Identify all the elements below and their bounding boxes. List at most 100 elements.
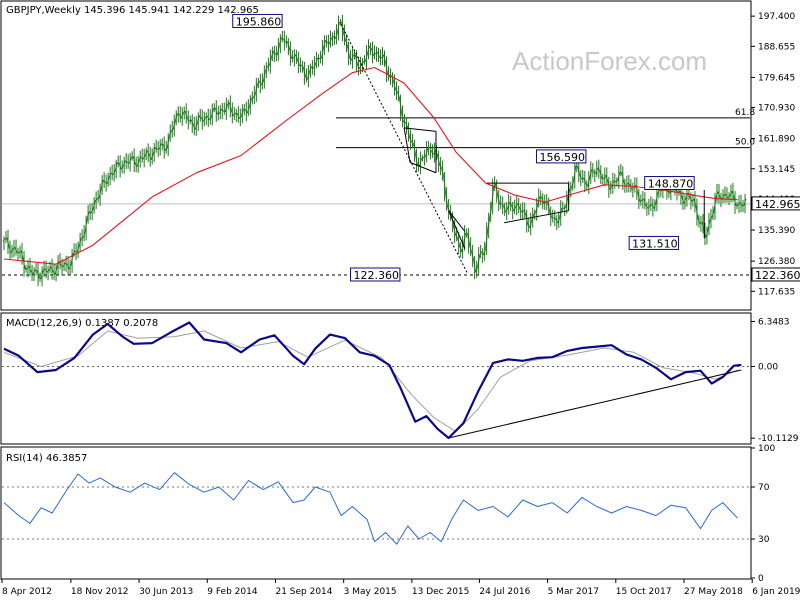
x-tick-label: 9 Feb 2014: [207, 587, 258, 597]
candle-body: [224, 104, 228, 112]
candle-body: [6, 237, 10, 247]
candle-body: [164, 147, 168, 152]
candle-body: [148, 154, 152, 160]
candle-body: [683, 198, 687, 204]
candle-body: [308, 66, 312, 73]
candle-body: [515, 203, 519, 208]
candle-body: [535, 204, 539, 213]
candle-body: [96, 197, 100, 200]
candle-body: [154, 146, 158, 150]
candle-body: [254, 84, 258, 95]
candle-body: [655, 192, 659, 204]
candle-body: [741, 204, 745, 207]
candle-body: [228, 102, 232, 111]
candle-body: [98, 188, 102, 199]
candle-body: [270, 51, 274, 58]
candle-body: [405, 122, 409, 128]
candle-body: [503, 205, 507, 213]
candle-body: [238, 116, 242, 119]
rsi-line: [3, 472, 738, 545]
candle-body: [196, 115, 200, 124]
candle-body: [471, 252, 475, 260]
candle-body: [485, 230, 489, 249]
candle-body: [507, 202, 511, 209]
candle-body: [206, 115, 210, 121]
candle-body: [218, 108, 222, 114]
candle-body: [697, 218, 701, 224]
candle-body: [437, 155, 441, 166]
candle-body: [411, 141, 414, 145]
candle-body: [385, 61, 389, 75]
candle-body: [613, 180, 617, 183]
macd-header: MACD(12,26,9) 0.1387 0.2078: [6, 318, 158, 329]
candle-body: [601, 177, 604, 180]
candle-body: [68, 264, 72, 270]
candle-body: [236, 113, 240, 119]
candle-body: [511, 205, 515, 212]
candle-body: [399, 98, 403, 113]
candle-body: [455, 234, 459, 239]
candle-body: [653, 203, 657, 209]
candle-body: [477, 255, 481, 267]
candle-body: [192, 124, 196, 130]
candle-body: [40, 270, 44, 279]
candle-body: [365, 53, 368, 62]
candle-body: [344, 39, 348, 46]
candle-body: [72, 250, 76, 254]
moving-average-line: [3, 66, 738, 265]
candle-body: [272, 50, 276, 55]
price-plot: 197.400 188.655 179.645 170.930 161.890 153.1…: [2, 12, 800, 297]
candle-body: [357, 64, 360, 70]
candle-body: [571, 180, 575, 188]
candle-body: [617, 172, 621, 181]
candle-body: [288, 48, 292, 59]
candle-body: [421, 157, 424, 159]
candle-body: [541, 197, 545, 204]
x-tick-label: 15 Oct 2017: [616, 587, 672, 597]
candle-body: [44, 268, 48, 273]
wedge-top-line: [448, 210, 466, 232]
candle-body: [523, 209, 527, 214]
macd-line: [3, 321, 742, 440]
rsi-header: RSI(14) 46.3857: [6, 453, 87, 464]
candle-body: [220, 108, 224, 112]
candle-body: [409, 137, 413, 142]
candle-body: [423, 156, 426, 159]
candle-body: [739, 202, 743, 207]
candle-body: [495, 183, 499, 196]
candle-body: [439, 164, 443, 169]
candle-body: [689, 196, 693, 202]
candle-body: [731, 191, 735, 198]
candle-body: [14, 247, 18, 253]
x-axis: 8 Apr 2012 18 Nov 2012 30 Jun 2013 9 Feb 20…: [1, 579, 800, 597]
candle-body: [214, 107, 218, 115]
rsi-axis-tick-label: 100: [758, 444, 775, 454]
candle-body: [166, 136, 170, 149]
candle-body: [320, 47, 324, 59]
candle-body: [180, 112, 184, 119]
candle-body: [213, 107, 216, 110]
candle-body: [553, 217, 556, 220]
candle-body: [62, 262, 66, 268]
candle-body: [50, 266, 54, 272]
candle-body: [170, 128, 174, 132]
rsi-axis-tick-label: 0: [758, 574, 764, 584]
candle-body: [22, 258, 26, 269]
candle-body: [184, 111, 188, 119]
candle-body: [8, 246, 12, 253]
candle-body: [631, 186, 635, 190]
candle-body: [124, 160, 128, 163]
macd-axis-tick-label: -10.1129: [758, 434, 799, 444]
candle-body: [463, 233, 467, 244]
candle-body: [605, 175, 609, 182]
candle-body: [717, 191, 721, 198]
candle-body: [413, 143, 417, 155]
candle-body: [46, 269, 50, 273]
candle-body: [106, 176, 110, 184]
candle-body: [443, 175, 447, 194]
candle-body: [10, 248, 14, 253]
price-header: GBPJPY,Weekly 145.396 145.941 142.229 14…: [6, 5, 259, 16]
candle-body: [232, 112, 236, 117]
candle-body: [246, 106, 250, 114]
support-label: 122.360: [755, 269, 800, 282]
